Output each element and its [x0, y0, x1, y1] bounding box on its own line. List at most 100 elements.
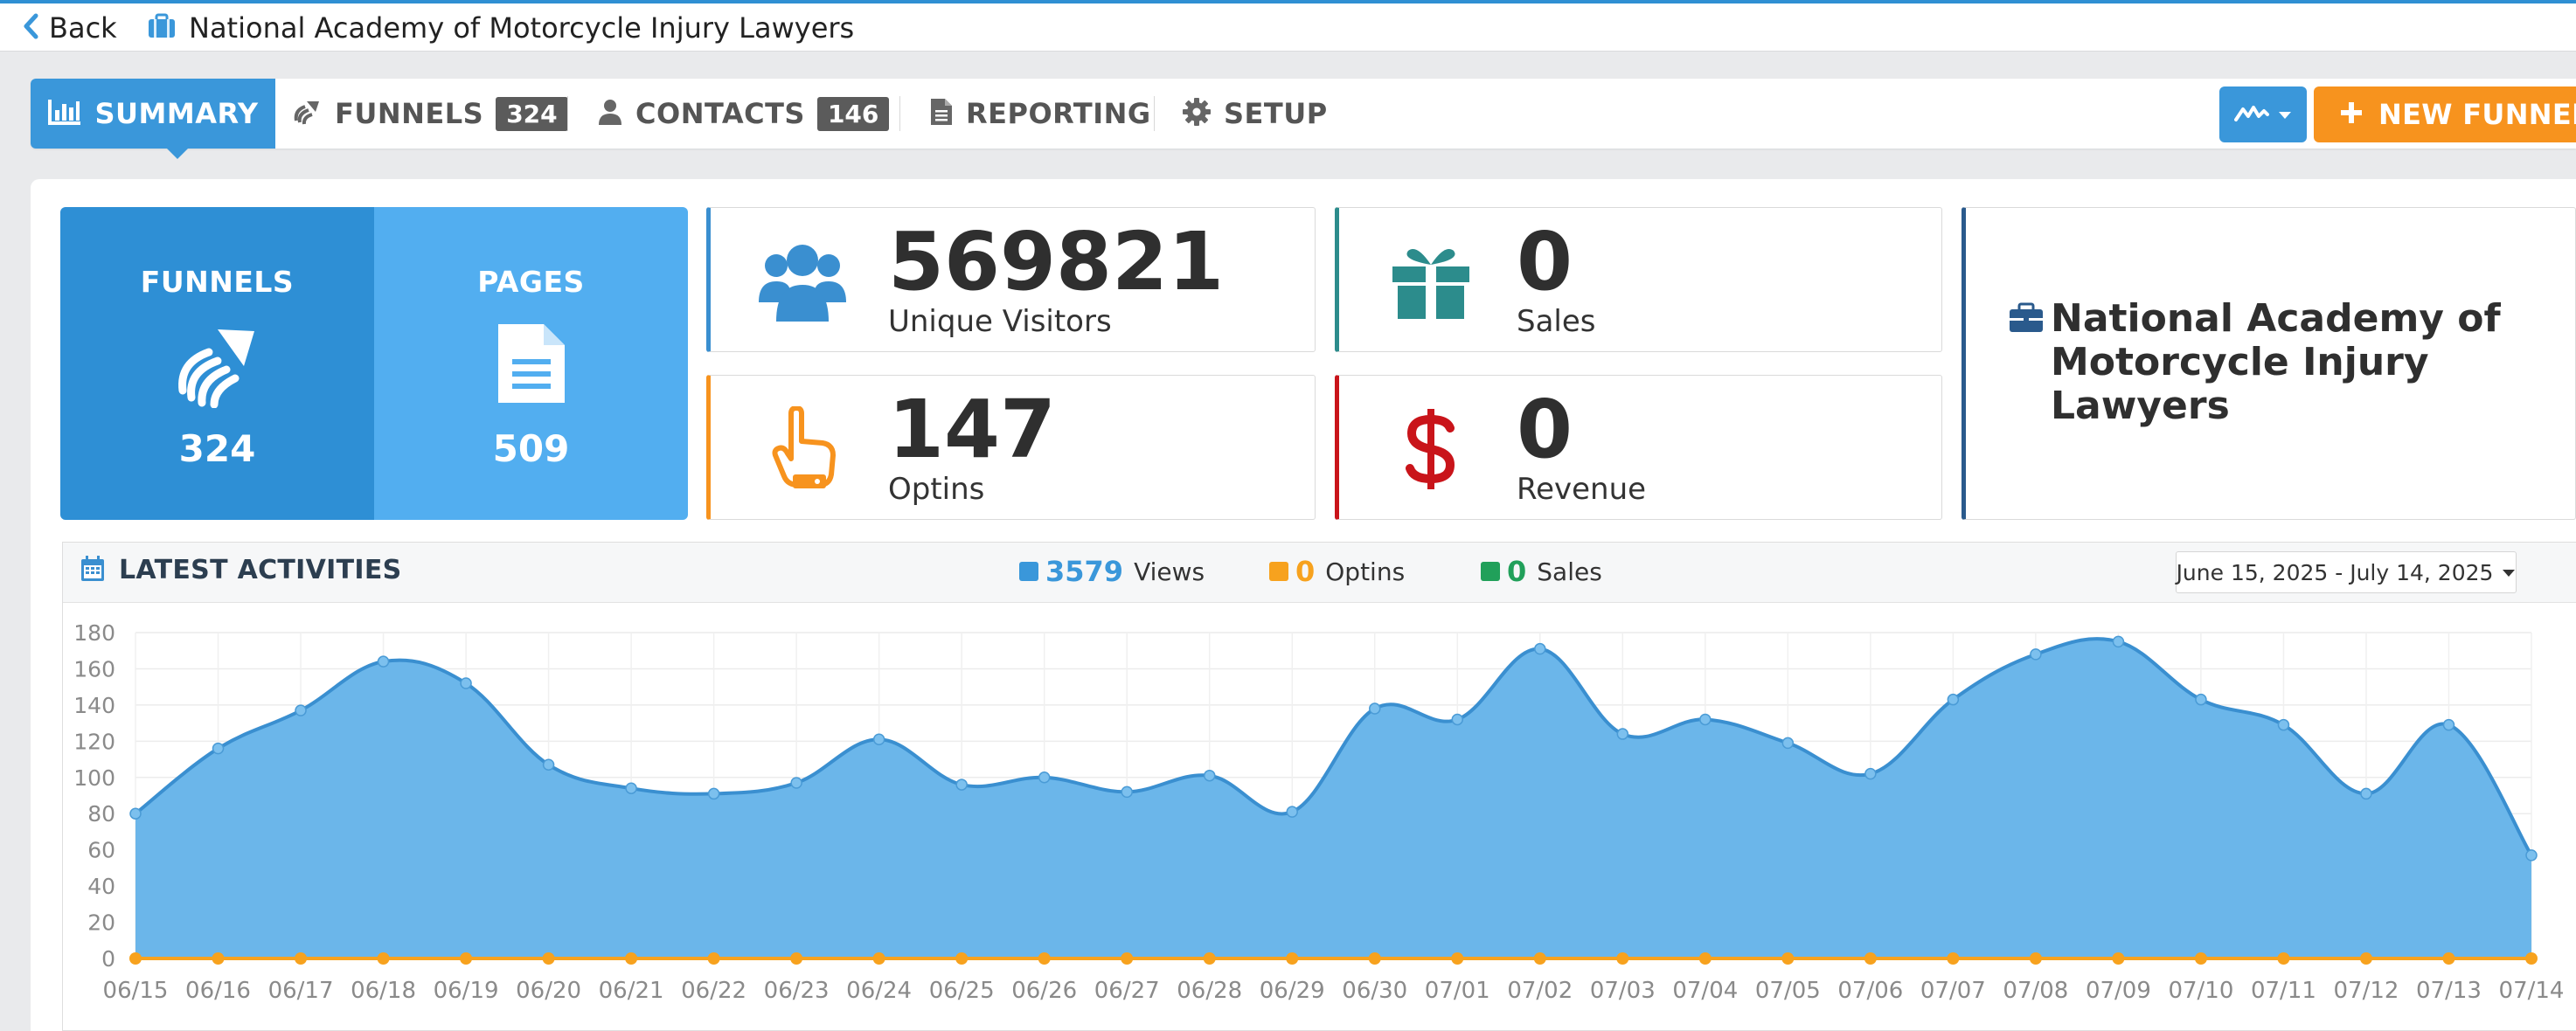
x-tick-label: 07/05: [1755, 978, 1821, 1004]
x-tick-label: 06/20: [516, 978, 581, 1004]
top-accent-line: [0, 0, 2576, 3]
optins-point: [1451, 952, 1464, 965]
views-point: [2195, 693, 2207, 706]
x-tick-label: 06/19: [434, 978, 499, 1004]
views-point: [2525, 849, 2538, 861]
users-icon: [754, 238, 851, 325]
views-point: [1947, 693, 1960, 706]
views-legend-label: Views: [1134, 557, 1205, 586]
sales-value: 0: [1517, 215, 1573, 308]
views-point: [1038, 772, 1051, 784]
date-range-picker[interactable]: June 15, 2025 - July 14, 2025: [2176, 551, 2517, 593]
page-title-text: National Academy of Motorcycle Injury La…: [189, 11, 855, 45]
x-tick-label: 06/27: [1094, 978, 1160, 1004]
sales-total: 0: [1507, 555, 1527, 588]
tab-reporting-label: REPORTING: [966, 97, 1151, 130]
funnels-tile-value: 324: [178, 427, 256, 470]
optins-card: 147 Optins: [706, 375, 1316, 520]
gift-icon: [1383, 238, 1479, 325]
revenue-value: 0: [1517, 383, 1573, 476]
optins-point: [1864, 952, 1877, 965]
calendar-icon: [80, 555, 105, 585]
x-tick-label: 06/17: [268, 978, 334, 1004]
views-point: [460, 677, 472, 689]
x-tick-label: 06/22: [681, 978, 746, 1004]
plus-icon: [2340, 101, 2363, 128]
back-button[interactable]: Back: [23, 9, 117, 47]
views-point: [212, 742, 225, 755]
optins-point: [955, 952, 969, 965]
sales-label: Sales: [1517, 304, 1596, 339]
views-swatch: [1019, 562, 1038, 581]
x-tick-label: 07/03: [1590, 978, 1656, 1004]
tab-contacts[interactable]: CONTACTS 146: [597, 79, 890, 149]
user-icon: [597, 98, 623, 129]
funnel-swirl-icon: [293, 98, 323, 129]
views-point: [2277, 718, 2290, 731]
x-tick-label: 07/02: [1507, 978, 1573, 1004]
x-tick-label: 07/13: [2416, 978, 2482, 1004]
optins-swatch: [1269, 562, 1288, 581]
y-tick-label: 0: [101, 946, 115, 972]
sales-swatch: [1481, 562, 1500, 581]
views-point: [2442, 718, 2455, 731]
optins-point: [460, 952, 473, 965]
optins-point: [1533, 952, 1546, 965]
views-point: [790, 777, 802, 789]
legend-sales: 0 Sales: [1481, 555, 1602, 588]
unique-visitors-value: 569821: [888, 215, 1225, 308]
back-label: Back: [49, 11, 117, 45]
optins-point: [625, 952, 638, 965]
document-icon: [374, 321, 688, 406]
x-tick-label: 06/30: [1342, 978, 1407, 1004]
optins-point: [2194, 952, 2207, 965]
y-tick-label: 120: [73, 729, 115, 754]
y-tick-label: 180: [73, 620, 115, 646]
y-tick-label: 140: [73, 693, 115, 718]
optins-point: [1038, 952, 1051, 965]
tab-setup[interactable]: SETUP: [1182, 79, 1328, 149]
pages-tile-value: 509: [492, 427, 570, 470]
x-tick-label: 07/14: [2499, 978, 2565, 1004]
optins-point: [377, 952, 390, 965]
legend-optins: 0 Optins: [1269, 555, 1405, 588]
optins-point: [1203, 952, 1216, 965]
document-icon: [929, 97, 954, 130]
nav-divider: [1154, 96, 1155, 131]
tab-reporting[interactable]: REPORTING: [929, 79, 1151, 149]
x-tick-label: 06/29: [1260, 978, 1325, 1004]
nav-divider: [567, 96, 568, 131]
date-range-label: June 15, 2025 - July 14, 2025: [2176, 559, 2494, 585]
optins-point: [2029, 952, 2042, 965]
pages-tile[interactable]: PAGES 509: [374, 207, 688, 520]
optins-point: [542, 952, 555, 965]
nav-divider: [899, 96, 900, 131]
views-point: [955, 778, 968, 791]
views-point: [1534, 642, 1546, 655]
chevron-left-icon: [23, 13, 38, 43]
graph-menu-button[interactable]: [2219, 86, 2307, 142]
new-funnel-button[interactable]: NEW FUNNEL: [2314, 86, 2576, 142]
briefcase-icon: [2008, 302, 2045, 337]
tab-summary[interactable]: SUMMARY: [31, 79, 275, 149]
optins-point: [212, 952, 225, 965]
x-tick-label: 07/10: [2168, 978, 2233, 1004]
views-point: [872, 733, 885, 746]
x-tick-label: 07/08: [2003, 978, 2068, 1004]
views-point: [1699, 713, 1712, 726]
tab-funnels[interactable]: FUNNELS 324: [293, 79, 568, 149]
pages-tile-label: PAGES: [477, 265, 585, 299]
y-tick-label: 100: [73, 765, 115, 791]
organization-name: National Academy of Motorcycle Injury La…: [2051, 296, 2501, 428]
latest-activities-title: LATEST ACTIVITIES: [80, 555, 402, 585]
views-point: [1369, 702, 1381, 715]
optins-total: 0: [1295, 555, 1316, 588]
x-tick-label: 07/06: [1837, 978, 1903, 1004]
views-point: [1203, 769, 1216, 782]
optins-point: [2112, 952, 2125, 965]
funnels-tile[interactable]: FUNNELS 324: [60, 207, 374, 520]
x-tick-label: 06/24: [846, 978, 912, 1004]
views-point: [707, 787, 720, 800]
main-tabs: SUMMARY FUNNELS 324 CONTACTS 146 REPORTI…: [31, 79, 2576, 159]
